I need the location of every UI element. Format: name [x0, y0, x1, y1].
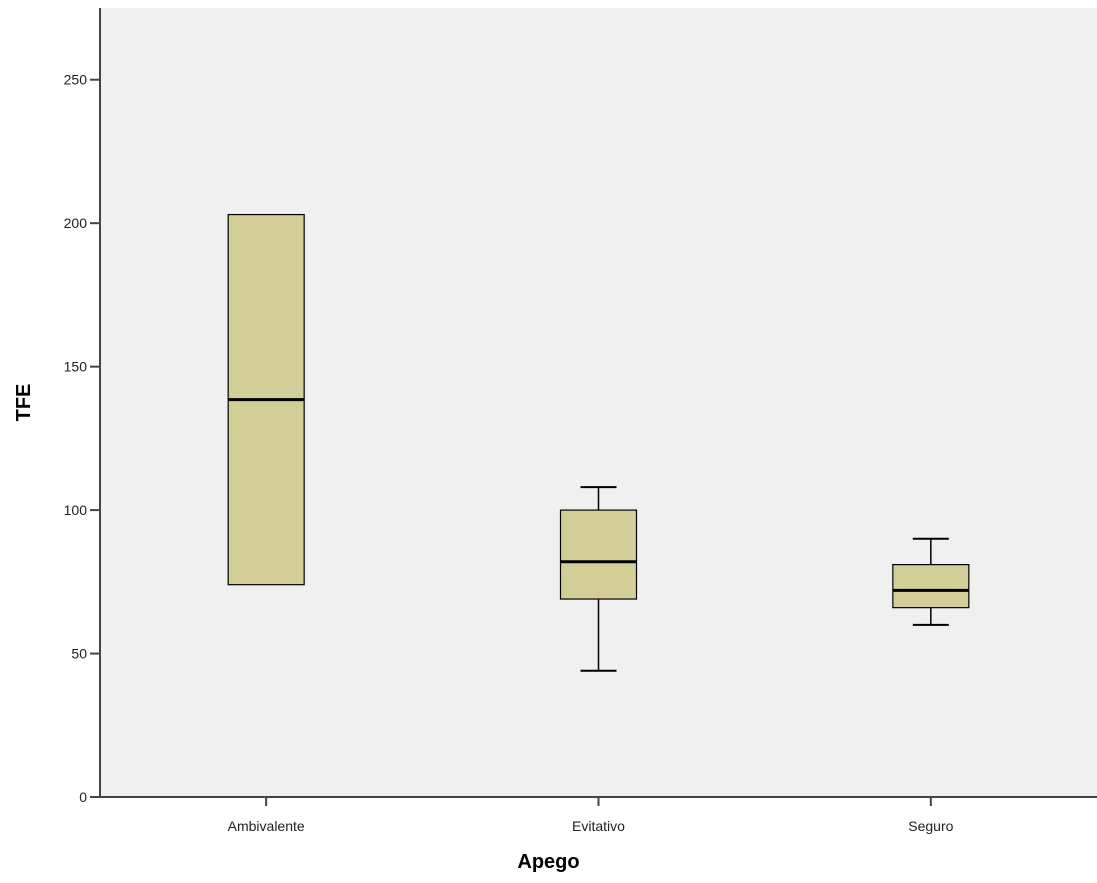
box-evitativo: [559, 486, 638, 672]
y-axis-title: TFE: [13, 384, 35, 422]
y-tick-label-0: 0: [79, 789, 87, 805]
y-tick-label-250: 250: [64, 72, 88, 88]
x-axis-title: Apego: [517, 851, 579, 873]
y-tick-label-50: 50: [71, 646, 87, 662]
x-tick-label-evitativo: Evitativo: [572, 818, 625, 834]
iqr-box: [559, 509, 638, 600]
boxes: [227, 213, 970, 672]
box-seguro: [892, 537, 970, 626]
x-axis: Ambivalente Evitativo Seguro: [99, 796, 1097, 834]
y-tick-label-150: 150: [64, 359, 88, 375]
y-tick-label-200: 200: [64, 215, 88, 231]
y-axis: 0 50 100 150 200 250: [64, 8, 101, 805]
x-tick-label-ambivalente: Ambivalente: [228, 818, 305, 834]
x-tick-label-seguro: Seguro: [908, 818, 953, 834]
iqr-box: [892, 564, 970, 609]
y-tick-label-100: 100: [64, 502, 88, 518]
box-ambivalente: [227, 213, 305, 586]
